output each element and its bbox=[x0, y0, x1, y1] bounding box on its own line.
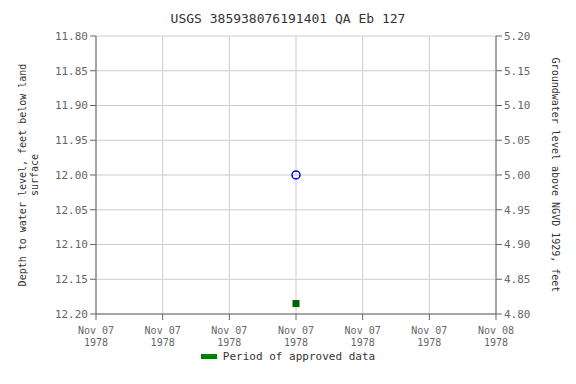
svg-text:11.90: 11.90 bbox=[55, 99, 88, 112]
svg-text:5.20: 5.20 bbox=[504, 30, 531, 43]
svg-text:Nov 071978: Nov 071978 bbox=[78, 325, 114, 348]
svg-text:Nov 071978: Nov 071978 bbox=[145, 325, 181, 348]
svg-text:4.80: 4.80 bbox=[504, 308, 531, 321]
svg-text:12.00: 12.00 bbox=[55, 169, 88, 182]
svg-text:12.20: 12.20 bbox=[55, 308, 88, 321]
svg-text:Groundwater level above NGVD 1: Groundwater level above NGVD 1929, feet bbox=[550, 58, 561, 293]
svg-text:5.15: 5.15 bbox=[504, 65, 531, 78]
svg-text:4.95: 4.95 bbox=[504, 204, 531, 217]
svg-text:12.15: 12.15 bbox=[55, 273, 88, 286]
svg-text:Nov 071978: Nov 071978 bbox=[278, 325, 314, 348]
svg-text:12.10: 12.10 bbox=[55, 238, 88, 251]
svg-text:12.05: 12.05 bbox=[55, 204, 88, 217]
html-text:Period of approved data: Period of approved data bbox=[222, 350, 376, 363]
svg-text:Nov 071978: Nov 071978 bbox=[411, 325, 447, 348]
svg-text:Nov 081978: Nov 081978 bbox=[478, 325, 514, 348]
svg-text:5.10: 5.10 bbox=[504, 99, 531, 112]
svg-text:5.05: 5.05 bbox=[504, 134, 531, 147]
svg-text:11.80: 11.80 bbox=[55, 30, 88, 43]
html-text:USGS 385938076191401 QA Eb 127: USGS 385938076191401 QA Eb 127 bbox=[170, 11, 406, 26]
svg-text:4.90: 4.90 bbox=[504, 238, 531, 251]
svg-text:Nov 071978: Nov 071978 bbox=[345, 325, 381, 348]
svg-text:11.85: 11.85 bbox=[55, 65, 88, 78]
svg-text:11.95: 11.95 bbox=[55, 134, 88, 147]
svg-text:4.85: 4.85 bbox=[504, 273, 531, 286]
svg-text:5.00: 5.00 bbox=[504, 169, 531, 182]
svg-text:Nov 071978: Nov 071978 bbox=[211, 325, 247, 348]
svg-text:Depth to water level, feet bel: Depth to water level, feet below landsur… bbox=[17, 64, 40, 287]
